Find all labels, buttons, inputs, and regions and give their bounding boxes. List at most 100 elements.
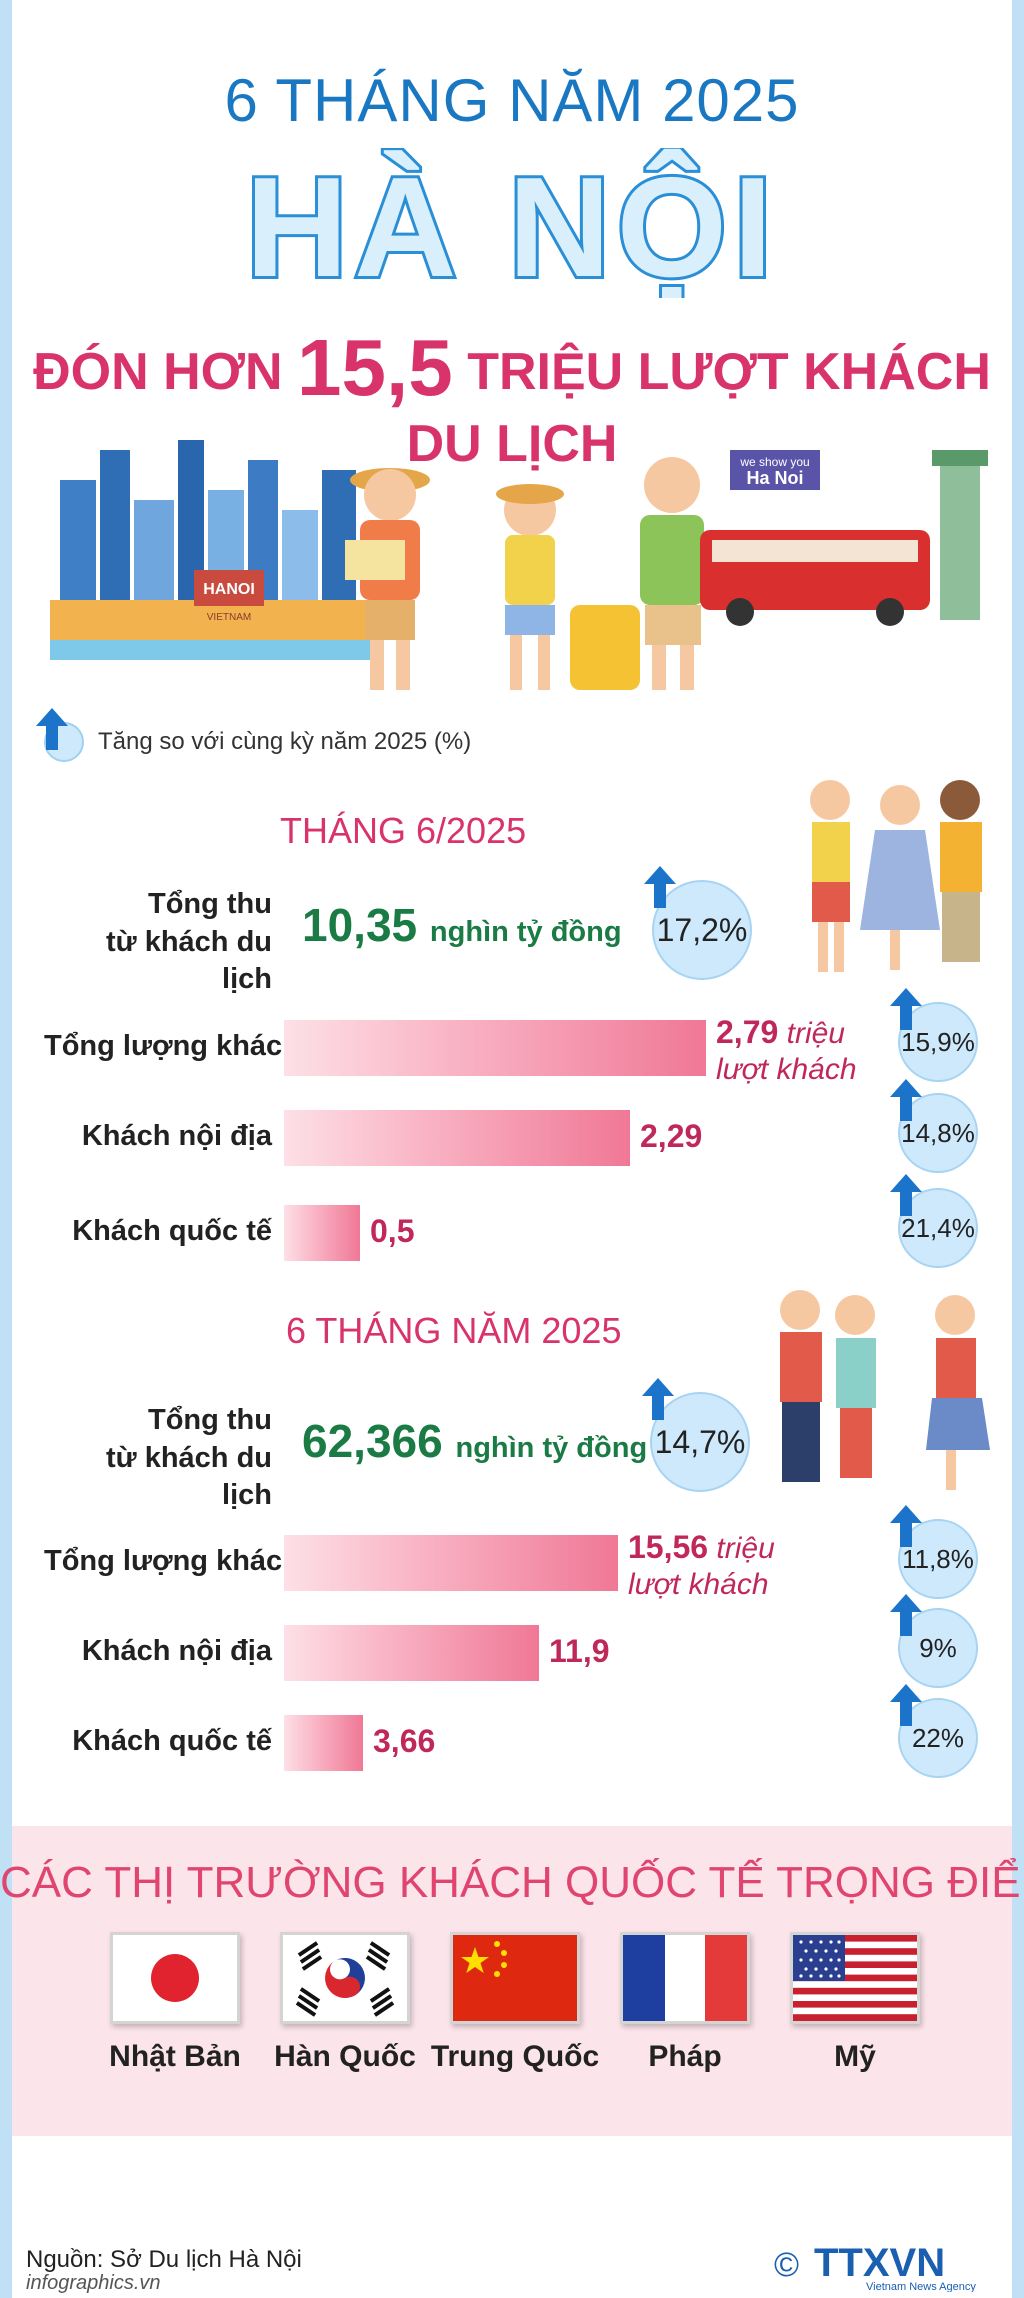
eyebrow-title: 6 THÁNG NĂM 2025 (224, 67, 800, 134)
japan-flag-icon (110, 1932, 240, 2024)
market-name-japan: Nhật Bản (109, 2040, 241, 2073)
tourist-group-illustration (780, 1290, 990, 1490)
section-1-title: THÁNG 6/2025 (280, 810, 527, 851)
growth-badge: 9% (890, 1594, 978, 1688)
arrow-up-icon (890, 988, 922, 1030)
hanoi-logo-sub: VIETNAM (207, 612, 251, 623)
revenue-number: 10,35 (302, 899, 418, 951)
bar (284, 1535, 618, 1591)
growth-value: 9% (919, 1632, 957, 1663)
china-flag-icon (450, 1932, 580, 2024)
bar-value: 11,9 (549, 1633, 610, 1669)
skyline-illustration: HANOI VIETNAM (50, 440, 370, 660)
bar-value-label: 0,5 (370, 1213, 414, 1250)
usa-flag-icon (790, 1932, 920, 2024)
brand-name: TTXVN (814, 2241, 945, 2285)
arrow-up-icon (36, 708, 68, 750)
revenue-unit: nghìn tỷ đồng (455, 1432, 648, 1464)
bar (284, 1205, 360, 1261)
bar (284, 1110, 630, 1166)
markets-title: CÁC THỊ TRƯỜNG KHÁCH QUỐC TẾ TRỌNG ĐIỂM (0, 1858, 1024, 1907)
legend: Tăng so với cùng kỳ năm 2025 (%) (36, 708, 472, 762)
bar-value: 0,5 (370, 1213, 415, 1249)
section-2-revenue-growth: 14,7% (642, 1378, 750, 1492)
bar (284, 1625, 539, 1681)
copyright-symbol: © (774, 2246, 799, 2284)
bar-unit-line2: lượt khách (716, 1053, 857, 1086)
market-name-usa: Mỹ (834, 2040, 876, 2073)
market-name-china: Trung Quốc (430, 2040, 600, 2073)
section-1-revenue-value: 10,35 nghìn tỷ đồng (302, 898, 622, 952)
revenue-label-line1: Tổng thu (147, 1404, 272, 1436)
growth-value: 15,9% (901, 1026, 975, 1057)
category-label: Khách quốc tế (72, 1215, 272, 1247)
bar-value: 2,29 (640, 1118, 703, 1154)
arrow-up-icon (642, 1378, 674, 1420)
bar-value-label: 2,29 (640, 1118, 702, 1155)
source-text: Nguồn: Sở Du lịch Hà Nội (26, 2246, 302, 2273)
category-label: Khách quốc tế (72, 1725, 272, 1757)
france-flag-icon (620, 1932, 750, 2024)
revenue-label-line1: Tổng thu (147, 888, 272, 920)
subtitle-post: TRIỆU LƯỢT KHÁCH DU LỊCH (406, 343, 991, 473)
section-2-revenue-value: 62,366 nghìn tỷ đồng (302, 1414, 647, 1468)
hero-illustration: HANOI VIETNAM we s (50, 440, 988, 690)
bar-value: 15,56 (628, 1529, 709, 1565)
subtitle: ĐÓN HƠN 15,5 TRIỆU LƯỢT KHÁCH DU LỊCH (0, 322, 1024, 474)
growth-value: 21,4% (901, 1212, 975, 1243)
bar-value-label: 3,66 (373, 1723, 435, 1760)
bar-unit-line1: triệu (708, 1532, 775, 1565)
arrow-up-icon (890, 1079, 922, 1121)
growth-badge: 21,4% (890, 1174, 978, 1268)
category-label: Khách nội địa (81, 1120, 272, 1152)
section-1-revenue-growth: 17,2% (644, 866, 752, 980)
bus-name: Ha Noi (746, 468, 803, 488)
arrow-up-icon (890, 1594, 922, 1636)
revenue-unit: nghìn tỷ đồng (429, 916, 622, 948)
bar-value-label: 15,56 triệu lượt khách (628, 1529, 775, 1603)
bar-value: 3,66 (373, 1723, 436, 1759)
bar-unit-line1: triệu (778, 1017, 845, 1050)
growth-badge: 11,8% (890, 1505, 978, 1599)
section-1-revenue-label: Tổng thu từ khách du lịch (50, 886, 272, 999)
growth-badge: 22% (890, 1684, 978, 1778)
bar-value-label: 11,9 (549, 1633, 610, 1670)
couple-illustration (810, 780, 982, 972)
bar-unit-line2: lượt khách (628, 1568, 769, 1601)
arrow-up-icon (890, 1505, 922, 1547)
legend-badge (36, 708, 84, 762)
bus-tagline: we show you (739, 455, 809, 469)
growth-value: 11,8% (902, 1543, 974, 1574)
brand-sub: Vietnam News Agency (866, 2281, 976, 2292)
ttxvn-logo: © TTXVN Vietnam News Agency (774, 2241, 976, 2292)
revenue-label-line2: từ khách du lịch (105, 1441, 272, 1512)
category-label: Tổng lượng khách (44, 1030, 300, 1062)
legend-text: Tăng so với cùng kỳ năm 2025 (%) (98, 728, 472, 755)
subtitle-number: 15,5 (297, 323, 453, 412)
growth-value: 22% (911, 1722, 965, 1753)
revenue-label-line2: từ khách du lịch (105, 925, 272, 996)
bar (284, 1715, 363, 1771)
bar (284, 1020, 706, 1076)
arrow-up-icon (890, 1174, 922, 1216)
subtitle-pre: ĐÓN HƠN (33, 343, 283, 401)
main-title: HÀ NỘI (243, 148, 779, 298)
section-2-title: 6 THÁNG NĂM 2025 (286, 1310, 622, 1351)
growth-badge: 15,9% (890, 988, 978, 1082)
category-label: Tổng lượng khách (44, 1545, 300, 1577)
category-label: Khách nội địa (81, 1635, 272, 1667)
market-name-france: Pháp (648, 2040, 722, 2073)
arrow-up-icon (644, 866, 676, 908)
arrow-up-icon (890, 1684, 922, 1726)
main-title-text: HÀ NỘI (246, 148, 779, 298)
growth-badge: 14,8% (890, 1079, 978, 1173)
hanoi-logo: HANOI (203, 581, 255, 598)
website-text: infographics.vn (26, 2272, 161, 2294)
south-korea-flag-icon (280, 1932, 410, 2024)
section-2-revenue-label: Tổng thu từ khách du lịch (50, 1402, 272, 1515)
growth-value: 14,8% (901, 1117, 975, 1148)
market-name-korea: Hàn Quốc (274, 2040, 416, 2073)
bar-value-label: 2,79 triệu lượt khách (716, 1014, 857, 1088)
revenue-number: 62,366 (302, 1415, 443, 1467)
